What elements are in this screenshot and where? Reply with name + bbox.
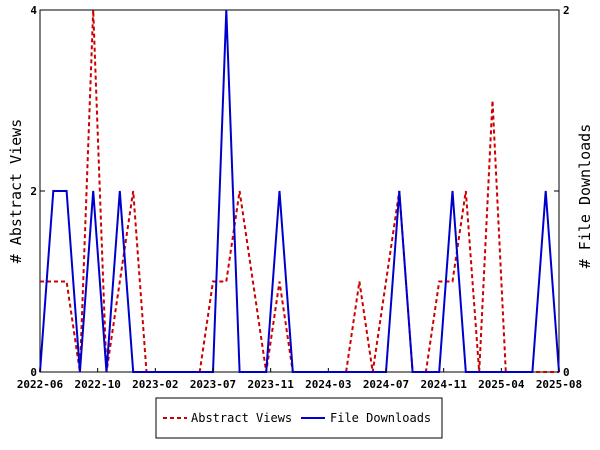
plot-area: 024 02 2022-06 2022-10 2023-02 2023-07 2023-… <box>17 4 582 391</box>
y-axis-left-title: # Abstract Views <box>7 119 25 264</box>
legend-label-abstract-views: Abstract Views <box>191 411 292 425</box>
x-tick-label: 2025-04 <box>478 378 525 391</box>
series-layer <box>39 9 560 373</box>
y-axis-left-ticks: 0 2 4 <box>30 4 45 379</box>
legend: Abstract Views File Downloads <box>155 397 443 439</box>
x-tick-label: 2023-11 <box>247 378 294 391</box>
x-tick-label: 2025-08 <box>536 378 582 391</box>
x-tick-label: 2024-03 <box>305 378 351 391</box>
x-tick-label: 2022-06 <box>17 378 64 391</box>
x-tick-label: 2022-10 <box>74 378 120 391</box>
y-right-tick-label: 2 <box>563 4 570 17</box>
x-axis-ticks: 2022-06 2022-10 2023-02 2023-07 2023-11 2024-… <box>17 368 582 391</box>
legend-box <box>155 397 443 439</box>
x-tick-label: 2024-07 <box>363 378 409 391</box>
plot-frame <box>39 9 560 373</box>
x-tick-label: 2023-07 <box>190 378 236 391</box>
legend-label-file-downloads: File Downloads <box>330 411 431 425</box>
x-tick-label: 2023-02 <box>132 378 178 391</box>
y-right-tick-label: 0 <box>563 366 570 379</box>
y-left-tick-label: 0 <box>30 366 37 379</box>
y-axis-right-title: # File Downloads <box>576 124 594 269</box>
y-left-tick-label: 4 <box>30 4 37 17</box>
x-tick-label: 2024-11 <box>420 378 467 391</box>
y-axis-right-ticks: 02 <box>554 4 570 379</box>
series-line-file-downloads <box>39 9 560 373</box>
series-line-abstract-views <box>40 9 559 373</box>
y-left-tick-label: 2 <box>30 185 37 198</box>
